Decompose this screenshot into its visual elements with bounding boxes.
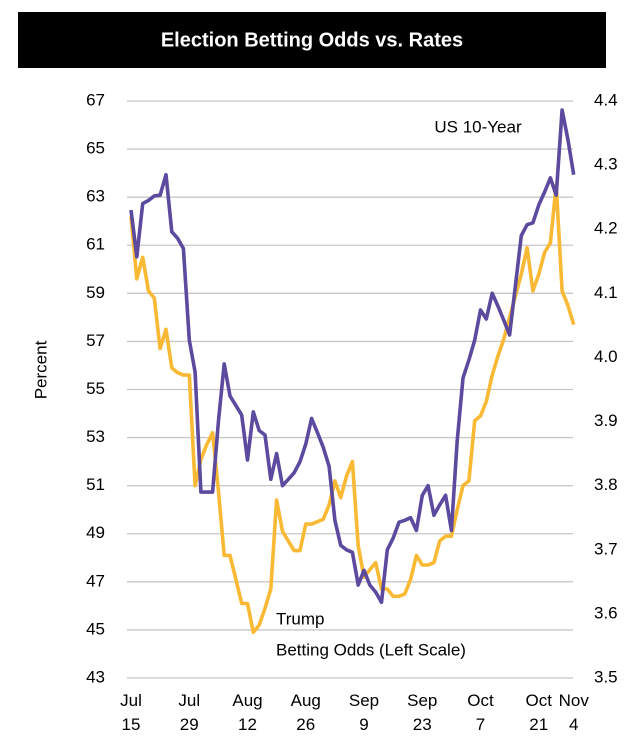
y2-tick-label: 3.7 xyxy=(594,539,618,558)
x-tick-label-line: 29 xyxy=(180,715,199,734)
y2-tick-label: 3.5 xyxy=(594,667,618,686)
x-tick-label-line: Sep xyxy=(407,691,437,710)
x-tick-label: Sep 23 xyxy=(407,691,437,734)
chart-title: Election Betting Odds vs. Rates xyxy=(161,29,463,51)
x-tick-label-line: 7 xyxy=(476,715,485,734)
x-tick-label-line: 4 xyxy=(569,715,578,734)
x-tick-label-line: Sep xyxy=(349,691,379,710)
x-tick-label-line: Nov xyxy=(559,691,590,710)
x-tick-label: Oct 7 xyxy=(467,691,494,734)
x-tick-label-line: Aug xyxy=(291,691,321,710)
x-tick-label-line: 21 xyxy=(529,715,548,734)
y-tick-label: 63 xyxy=(86,187,105,206)
x-tick-label-line: 15 xyxy=(122,715,141,734)
x-tick-label: Oct 21 xyxy=(526,691,553,734)
x-tick-label: Aug 12 xyxy=(232,691,262,734)
x-tick-label-line: Jul xyxy=(120,691,142,710)
x-tick-label-line: Oct xyxy=(526,691,553,710)
y-tick-label: 59 xyxy=(86,283,105,302)
y-tick-label: 53 xyxy=(86,427,105,446)
annotation: Trump xyxy=(276,609,325,628)
x-tick-label: Aug 26 xyxy=(291,691,321,734)
x-tick-label: Nov 4 xyxy=(559,691,590,734)
x-tick-label-line: 23 xyxy=(413,715,432,734)
annotation: US 10-Year xyxy=(434,117,522,136)
y-tick-label: 43 xyxy=(86,667,105,686)
x-tick-label-line: Aug xyxy=(232,691,262,710)
y-tick-label: 49 xyxy=(86,523,105,542)
y2-tick-label: 4.1 xyxy=(594,283,618,302)
y2-tick-label: 4.0 xyxy=(594,347,618,366)
x-tick-label-line: 26 xyxy=(296,715,315,734)
y-tick-label: 65 xyxy=(86,139,105,158)
y-tick-label: 51 xyxy=(86,475,105,494)
y-tick-label: 45 xyxy=(86,619,105,638)
grid xyxy=(127,100,573,679)
y-tick-label: 61 xyxy=(86,235,105,254)
y-tick-label: 57 xyxy=(86,331,105,350)
y-tick-label: 55 xyxy=(86,379,105,398)
y2-tick-label: 4.2 xyxy=(594,219,618,238)
annotation: Betting Odds (Left Scale) xyxy=(276,640,466,659)
x-tick-label-line: 12 xyxy=(238,715,257,734)
x-tick-label: Sep 9 xyxy=(349,691,379,734)
y2-tick-label: 4.4 xyxy=(594,90,618,109)
y2-tick-label: 3.9 xyxy=(594,411,618,430)
y2-tick-label: 4.3 xyxy=(594,155,618,174)
y2-tick-label: 3.8 xyxy=(594,475,618,494)
y-tick-label: 67 xyxy=(86,90,105,109)
line-series xyxy=(129,108,576,605)
x-tick-label: Jul 29 xyxy=(178,691,200,734)
x-tick-label-line: Jul xyxy=(178,691,200,710)
y-tick-label: 47 xyxy=(86,571,105,590)
line-series xyxy=(129,183,576,635)
x-tick-label-line: Oct xyxy=(467,691,494,710)
x-tick-label: Jul 15 xyxy=(120,691,142,734)
x-tick-label-line: 9 xyxy=(359,715,368,734)
y-axis-label: Percent xyxy=(31,340,50,399)
title-bar xyxy=(18,12,606,68)
y2-tick-label: 3.6 xyxy=(594,603,618,622)
